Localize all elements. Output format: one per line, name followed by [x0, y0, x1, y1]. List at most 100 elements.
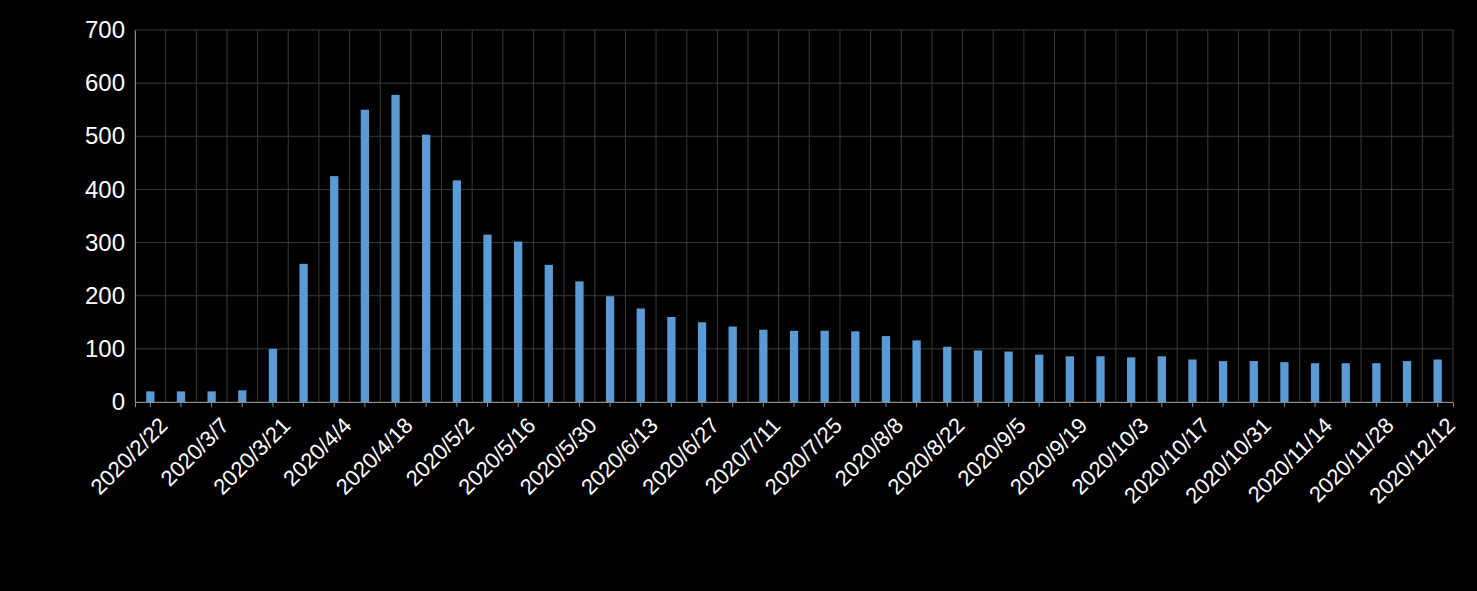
y-tick-label: 500: [85, 122, 125, 149]
x-tick-mark: [763, 402, 764, 407]
x-grid-line: [318, 30, 319, 402]
x-grid-line: [226, 30, 227, 402]
bar: [453, 180, 461, 402]
x-grid-line: [165, 30, 166, 402]
x-tick: [977, 402, 978, 407]
x-tick: [1100, 402, 1101, 407]
y-grid-line: [135, 30, 1453, 31]
x-grid-line: [135, 30, 136, 402]
x-grid-line: [1207, 30, 1208, 402]
x-tick: 2020/4/18: [331, 402, 418, 500]
bar: [1250, 361, 1258, 402]
bar: [299, 264, 307, 402]
y-tick-label: 200: [85, 282, 125, 309]
x-grid-line: [1023, 30, 1024, 402]
x-tick: [487, 402, 488, 407]
y-axis-line: [135, 31, 136, 403]
x-grid-line: [748, 30, 749, 402]
x-tick: 2020/7/25: [760, 402, 847, 500]
x-grid-line: [288, 30, 289, 402]
x-grid-line: [901, 30, 902, 402]
bar: [821, 331, 829, 402]
x-tick-mark: [1345, 402, 1346, 407]
x-grid-line: [1453, 30, 1454, 402]
y-tick-label: 100: [85, 335, 125, 362]
x-grid-line: [410, 30, 411, 402]
x-grid-line: [656, 30, 657, 402]
x-tick-mark: [211, 402, 212, 407]
bar: [637, 308, 645, 402]
x-grid-line: [809, 30, 810, 402]
x-grid-line: [257, 30, 258, 402]
y-tick: 200: [85, 282, 135, 309]
x-grid-line: [686, 30, 687, 402]
x-tick: [364, 402, 365, 407]
x-tick: 2020/2/22: [86, 402, 173, 500]
x-tick: [610, 402, 611, 407]
x-grid-line: [778, 30, 779, 402]
x-tick-mark: [1131, 402, 1132, 407]
x-tick-mark: [947, 402, 948, 407]
x-tick: [303, 402, 304, 407]
x-tick: [180, 402, 181, 407]
x-tick-mark: [702, 402, 703, 407]
y-grid-line: [135, 136, 1453, 137]
x-tick: [242, 402, 243, 407]
x-tick-mark: [1437, 402, 1438, 407]
bar: [759, 330, 767, 402]
x-grid-line: [1269, 30, 1270, 402]
x-tick-mark: [1407, 402, 1408, 407]
x-grid-line: [839, 30, 840, 402]
bar: [391, 95, 399, 402]
x-tick-mark: [855, 402, 856, 407]
x-grid-line: [1085, 30, 1086, 402]
y-tick: 700: [85, 16, 135, 43]
x-tick-mark: [456, 402, 457, 407]
x-tick: [1161, 402, 1162, 407]
y-tick: 400: [85, 176, 135, 203]
bar: [974, 350, 982, 402]
x-grid-line: [993, 30, 994, 402]
x-tick-mark: [579, 402, 580, 407]
x-grid-line: [1177, 30, 1178, 402]
x-grid-line: [1422, 30, 1423, 402]
y-tick-label: 700: [85, 16, 125, 43]
x-axis: 2020/2/222020/3/72020/3/212020/4/42020/4…: [86, 402, 1460, 508]
x-tick: [794, 402, 795, 407]
y-tick: 500: [85, 122, 135, 149]
x-tick-mark: [1376, 402, 1377, 407]
y-tick: 0: [112, 388, 135, 415]
x-tick-mark: [303, 402, 304, 407]
bar: [851, 331, 859, 402]
x-grid-line: [196, 30, 197, 402]
x-tick: [916, 402, 917, 407]
plot: 01002003004005006007002020/2/222020/3/72…: [85, 16, 1460, 508]
bar: [545, 265, 553, 402]
x-tick: [732, 402, 733, 407]
x-grid-line: [1054, 30, 1055, 402]
x-grid-line: [625, 30, 626, 402]
x-tick-mark: [1161, 402, 1162, 407]
bar: [269, 349, 277, 402]
x-tick: 2020/8/22: [883, 402, 970, 500]
x-tick: [1345, 402, 1346, 407]
chart: 01002003004005006007002020/2/222020/3/72…: [0, 0, 1477, 591]
x-tick-mark: [1069, 402, 1070, 407]
x-tick-mark: [487, 402, 488, 407]
x-tick: [1407, 402, 1408, 407]
bar: [514, 242, 522, 402]
x-tick-mark: [426, 402, 427, 407]
y-tick: 600: [85, 69, 135, 96]
x-tick-mark: [1100, 402, 1101, 407]
y-tick-label: 600: [85, 69, 125, 96]
x-tick-mark: [1284, 402, 1285, 407]
x-grid-line: [870, 30, 871, 402]
x-tick-label: 2020/8/22: [883, 413, 970, 500]
x-tick-mark: [242, 402, 243, 407]
bar: [575, 281, 583, 402]
x-tick-mark: [885, 402, 886, 407]
x-tick-mark: [610, 402, 611, 407]
x-tick-mark: [334, 402, 335, 407]
bar: [1158, 356, 1166, 402]
x-grid-line: [533, 30, 534, 402]
